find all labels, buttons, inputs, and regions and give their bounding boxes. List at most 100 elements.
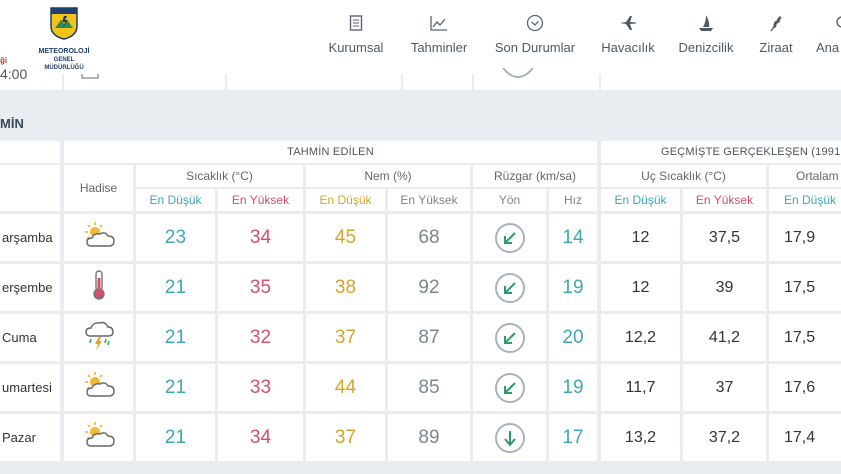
airplane-icon — [600, 12, 656, 34]
extreme-min-cell: 12,2 — [601, 314, 680, 361]
partly-cloudy-icon — [81, 421, 117, 454]
sailboat-icon — [676, 12, 736, 34]
wind-speed-cell: 17 — [549, 414, 597, 461]
average-min-cell: 17,4 — [769, 414, 841, 461]
search-icon — [816, 12, 841, 34]
extreme-min-cell: 11,7 — [601, 364, 680, 411]
extreme-min-cell: 12 — [601, 214, 680, 261]
extreme-min-cell: 12 — [601, 264, 680, 311]
chart-icon — [408, 12, 470, 34]
wind-direction-cell — [473, 264, 546, 311]
average-header: Ortalam — [769, 165, 841, 187]
temperature-header: Sıcaklık (°C) — [136, 165, 303, 187]
logo-emblem-icon — [50, 7, 78, 40]
day-cell: arşamba — [0, 214, 60, 261]
nav-label: Tahminler — [410, 40, 468, 55]
humidity-min-cell: 45 — [306, 214, 385, 261]
wind-direction-cell — [473, 414, 546, 461]
average-min-cell: 17,6 — [769, 364, 841, 411]
wind-speed-cell: 14 — [549, 214, 597, 261]
temp-max-cell: 35 — [218, 264, 303, 311]
temp-min-cell: 21 — [136, 314, 215, 361]
section-title: MİN — [0, 116, 24, 131]
humidity-min-cell: 37 — [306, 414, 385, 461]
temp-min-cell: 21 — [136, 414, 215, 461]
wind-direction-partial — [502, 68, 534, 78]
average-min-header: En Düşük — [769, 189, 841, 211]
wind-direction-arrow-icon — [494, 272, 525, 303]
average-min-cell: 17,9 — [769, 214, 841, 261]
temp-min-cell: 21 — [136, 364, 215, 411]
wind-speed-cell: 20 — [549, 314, 597, 361]
extreme-temp-header: Uç Sıcaklık (°C) — [601, 165, 766, 187]
humidity-max-cell: 89 — [388, 414, 470, 461]
nav-label: Kurumsal — [328, 40, 384, 55]
day-cell: Cuma — [0, 314, 60, 361]
temp-min-cell: 23 — [136, 214, 215, 261]
nav-kurumsal[interactable]: Kurumsal — [328, 12, 384, 55]
wind-direction-arrow-icon — [494, 222, 525, 253]
temp-max-cell: 32 — [218, 314, 303, 361]
humidity-max-cell: 85 — [388, 364, 470, 411]
temp-min-cell: 21 — [136, 264, 215, 311]
wind-direction-cell — [473, 364, 546, 411]
temp-max-cell: 34 — [218, 214, 303, 261]
wind-direction-arrow-icon — [494, 422, 525, 453]
logo-fragment: ği — [0, 56, 8, 65]
hum-max-header: En Yüksek — [388, 189, 470, 211]
humidity-max-cell: 68 — [388, 214, 470, 261]
weather-icon-cell — [64, 214, 133, 261]
nav-ana[interactable]: Ana — [816, 12, 841, 55]
extreme-max-header: En Yüksek — [683, 189, 766, 211]
nav-label: Son Durumlar — [494, 40, 576, 55]
extreme-max-cell: 39 — [683, 264, 766, 311]
mgm-logo[interactable]: METEOROLOJİ GENEL MÜDÜRLÜĞÜ — [34, 6, 94, 72]
day-cell: erşembe — [0, 264, 60, 311]
top-navigation-bar: ği METEOROLOJİ GENEL MÜDÜRLÜĞÜ Kurumsal … — [0, 0, 841, 75]
nav-son-durumlar[interactable]: Son Durumlar — [493, 12, 577, 55]
wind-direction-cell — [473, 214, 546, 261]
hadise-header: Hadise — [64, 165, 133, 211]
nav-label: Havacılık — [601, 40, 655, 55]
nav-tahminler[interactable]: Tahminler — [408, 12, 470, 55]
nav-label: Ana — [816, 40, 840, 55]
humidity-max-cell: 87 — [388, 314, 470, 361]
humidity-header: Nem (%) — [306, 165, 470, 187]
temp-max-header: En Yüksek — [218, 189, 303, 211]
wind-speed-cell: 19 — [549, 264, 597, 311]
nav-label: Denizcilik — [678, 40, 734, 55]
day-cell: umartesi — [0, 364, 60, 411]
extreme-min-cell: 13,2 — [601, 414, 680, 461]
partly-cloudy-icon — [81, 371, 117, 404]
temp-min-header: En Düşük — [136, 189, 215, 211]
average-min-cell: 17,5 — [769, 264, 841, 311]
extreme-max-cell: 37,5 — [683, 214, 766, 261]
nav-label: Ziraat — [759, 40, 793, 55]
wind-speed-cell: 19 — [549, 364, 597, 411]
temp-max-cell: 34 — [218, 414, 303, 461]
weather-icon-cell — [64, 414, 133, 461]
humidity-max-cell: 92 — [388, 264, 470, 311]
wind-direction-arrow-icon — [494, 372, 525, 403]
day-header: l — [0, 165, 60, 211]
nav-denizcilik[interactable]: Denizcilik — [676, 12, 736, 55]
extreme-max-cell: 37,2 — [683, 414, 766, 461]
humidity-min-cell: 37 — [306, 314, 385, 361]
wind-direction-arrow-icon — [494, 322, 525, 353]
logo-subtitle: GENEL MÜDÜRLÜĞÜ — [44, 57, 84, 71]
thermometer-hot-icon — [89, 269, 109, 306]
clock-icon — [493, 12, 577, 34]
weather-icon-partial — [81, 74, 99, 79]
previous-table-strip: 4:00 — [0, 66, 841, 90]
hum-min-header: En Düşük — [306, 189, 385, 211]
wheat-icon — [756, 12, 796, 34]
day-cell: Pazar — [0, 414, 60, 461]
nav-ziraat[interactable]: Ziraat — [756, 12, 796, 55]
extreme-max-cell: 41,2 — [683, 314, 766, 361]
document-icon — [328, 12, 384, 34]
wind-dir-header: Yön — [473, 189, 546, 211]
nav-havacilik[interactable]: Havacılık — [600, 12, 656, 55]
extreme-min-header: En Düşük — [601, 189, 680, 211]
humidity-min-cell: 44 — [306, 364, 385, 411]
time-label: 4:00 — [0, 66, 28, 82]
